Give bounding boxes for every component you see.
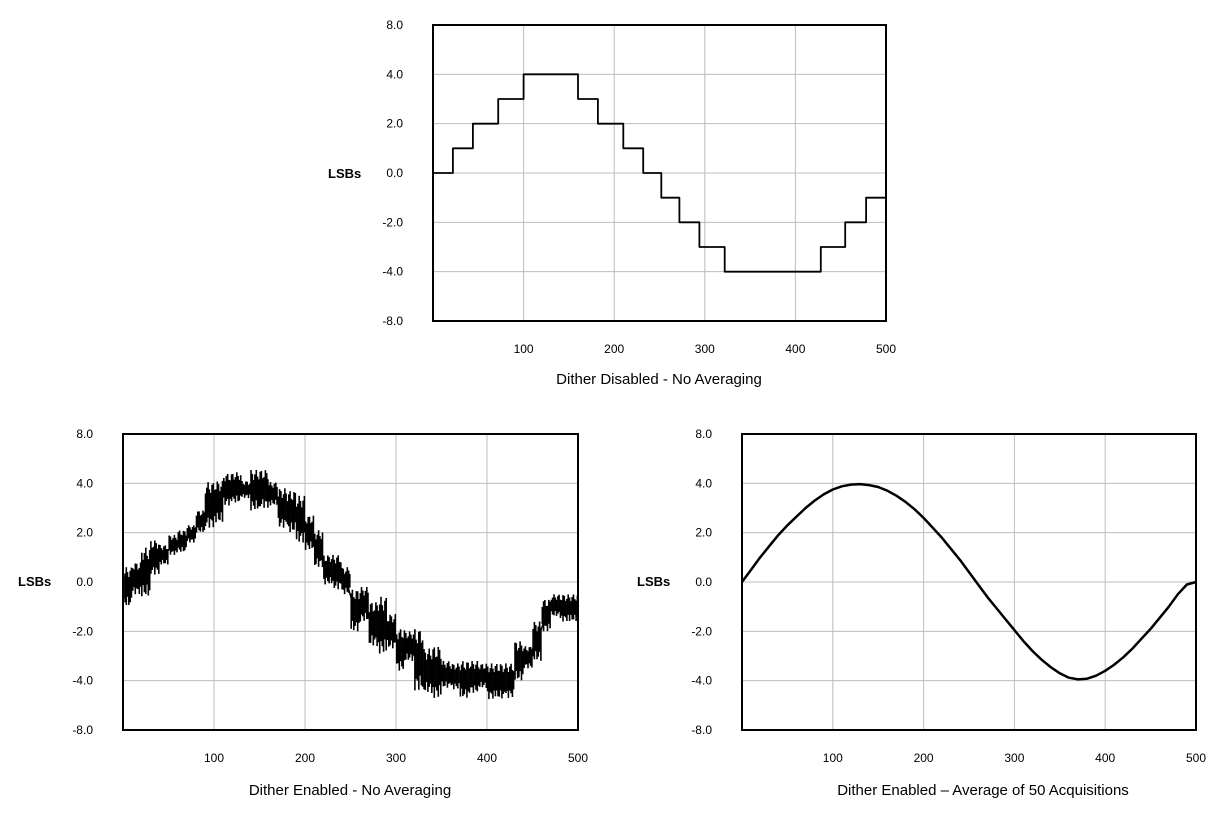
chart-right: 8.0 4.0 2.0 0.0 -2.0 -4.0 -8.0 100 200 300 400 500 L… <box>637 427 1206 799</box>
x-tick-label: 200 <box>914 751 934 765</box>
x-tick-label: 200 <box>604 342 624 356</box>
y-tick-label: -2.0 <box>72 624 93 638</box>
x-tick-label: 300 <box>386 751 406 765</box>
y-tick-label: 2.0 <box>695 526 712 540</box>
x-axis-label: Dither Disabled - No Averaging <box>556 371 762 388</box>
y-tick-label: 0.0 <box>695 575 712 589</box>
x-tick-label: 300 <box>695 342 715 356</box>
chart-top: 8.0 4.0 2.0 0.0 -2.0 -4.0 -8.0 100 200 300 400 500 L… <box>328 18 896 388</box>
series-line <box>433 73 886 273</box>
y-tick-label: 2.0 <box>76 526 93 540</box>
y-tick-label: -2.0 <box>382 215 403 229</box>
y-tick-label: -4.0 <box>691 674 712 688</box>
x-tick-label: 100 <box>514 342 534 356</box>
y-tick-label: 0.0 <box>386 166 403 180</box>
x-tick-label: 500 <box>1186 751 1206 765</box>
chart-left: 8.0 4.0 2.0 0.0 -2.0 -4.0 -8.0 100 200 300 400 500 L… <box>18 427 588 799</box>
x-tick-label: 300 <box>1004 751 1024 765</box>
y-axis-label: LSBs <box>18 574 51 589</box>
y-tick-label: 8.0 <box>386 18 403 32</box>
y-tick-label: 8.0 <box>76 427 93 441</box>
y-tick-label: 4.0 <box>386 67 403 81</box>
x-tick-label: 200 <box>295 751 315 765</box>
x-tick-label: 500 <box>568 751 588 765</box>
y-tick-label: -4.0 <box>72 674 93 688</box>
x-axis-label: Dither Enabled – Average of 50 Acquisiti… <box>837 782 1129 799</box>
y-tick-label: 4.0 <box>695 476 712 490</box>
x-tick-label: 400 <box>477 751 497 765</box>
x-tick-label: 400 <box>1095 751 1115 765</box>
y-axis-label: LSBs <box>637 574 670 589</box>
y-tick-label: 0.0 <box>76 575 93 589</box>
x-tick-label: 500 <box>876 342 896 356</box>
x-tick-label: 100 <box>823 751 843 765</box>
y-tick-label: 4.0 <box>76 476 93 490</box>
y-axis-label: LSBs <box>328 166 361 181</box>
y-tick-label: -4.0 <box>382 265 403 279</box>
y-tick-label: -8.0 <box>382 314 403 328</box>
x-tick-label: 100 <box>204 751 224 765</box>
y-tick-label: 2.0 <box>386 117 403 131</box>
x-axis-label: Dither Enabled - No Averaging <box>249 782 451 799</box>
x-tick-label: 400 <box>785 342 805 356</box>
y-tick-label: -8.0 <box>72 723 93 737</box>
y-tick-label: -2.0 <box>691 624 712 638</box>
series-line <box>740 482 1197 681</box>
y-tick-label: 8.0 <box>695 427 712 441</box>
y-tick-label: -8.0 <box>691 723 712 737</box>
